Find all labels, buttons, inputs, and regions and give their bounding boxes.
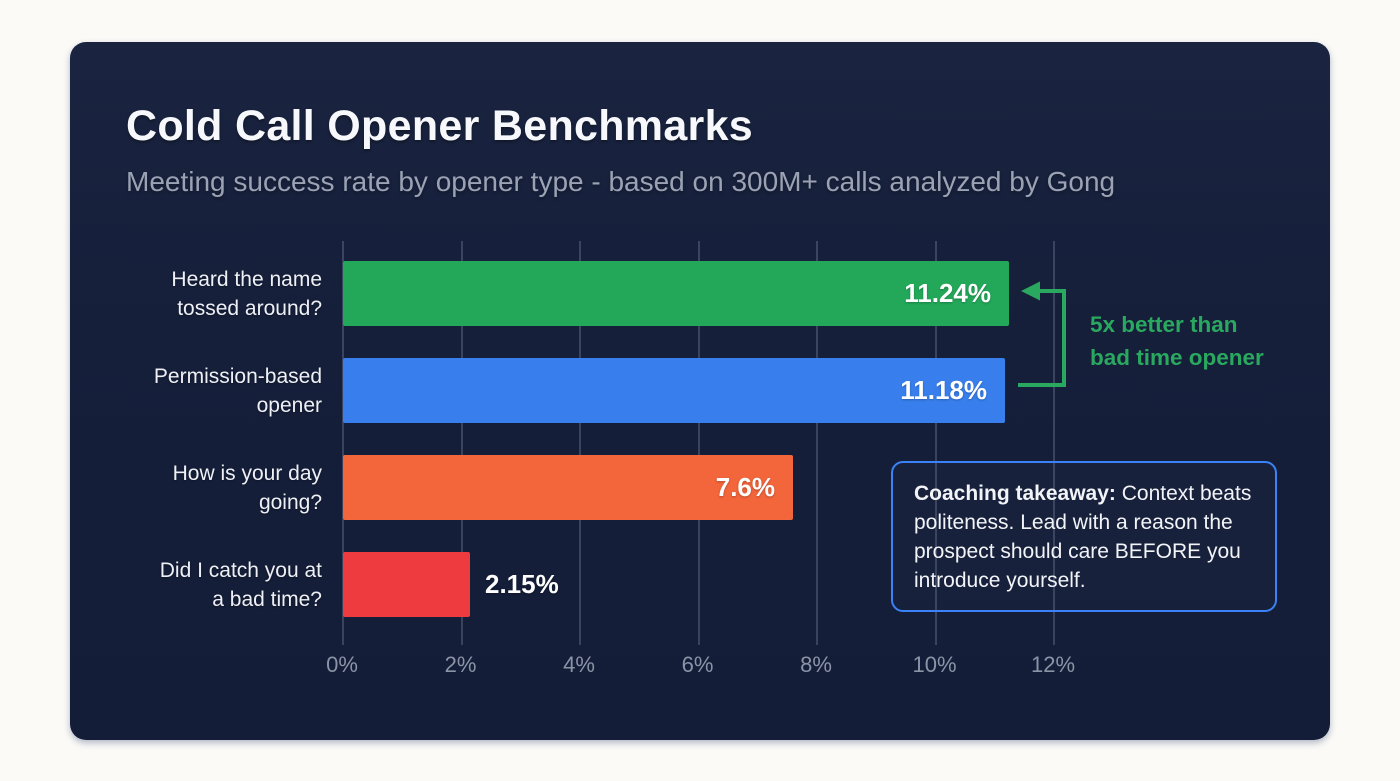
category-label: How is your day going? (110, 447, 322, 528)
gridline (816, 241, 818, 645)
category-label: Heard the name tossed around? (110, 253, 322, 334)
category-label-line: Did I catch you at (159, 558, 322, 582)
callout-text: Context beats politeness. Lead with a re… (914, 482, 1252, 592)
coaching-callout: Coaching takeaway: Context beats politen… (891, 461, 1277, 612)
bar-1: 11.24% (343, 261, 1009, 326)
gridline (697, 241, 700, 645)
comparison-annotation: 5x better than bad time opener (1090, 308, 1264, 374)
bar-4 (343, 552, 470, 617)
gridline (579, 241, 581, 645)
bar-3: 7.6% (343, 455, 793, 520)
gridline (460, 241, 463, 645)
value-label: 11.24% (904, 278, 991, 308)
gridline (342, 241, 344, 645)
chart-card: Cold Call Opener Benchmarks Meeting succ… (70, 42, 1330, 740)
x-axis-tick-label: 4% (563, 652, 595, 677)
chart-title: Cold Call Opener Benchmarks (126, 102, 754, 150)
x-axis-tick-label: 6% (681, 652, 714, 677)
x-axis-tick-label: 12% (1030, 652, 1076, 677)
plot-area: 0% 2% 4% 6% 8% 10% 12% 11.24% 11.18% 7.6% 2.15% (326, 241, 1132, 701)
category-label: Did I catch you at a bad time? (110, 544, 322, 625)
category-label-line: tossed around? (177, 296, 322, 320)
callout-bold-label: Coaching takeaway: (914, 482, 1116, 505)
gridline (934, 241, 937, 645)
category-label-line: opener (256, 393, 322, 417)
x-axis-tick-label: 8% (800, 652, 832, 677)
category-label-line: a bad time? (212, 587, 322, 611)
value-label: 11.18% (900, 375, 987, 405)
gridline (1053, 241, 1055, 645)
value-label: 7.6% (715, 472, 775, 502)
x-axis-tick-label: 10% (912, 652, 957, 677)
annotation-line-1: 5x better than (1090, 312, 1238, 337)
chart-subtitle: Meeting success rate by opener type - ba… (126, 166, 1116, 197)
bar-2: 11.18% (343, 358, 1005, 423)
category-label: Permission-based opener (110, 350, 322, 431)
annotation-line-2: bad time opener (1090, 345, 1264, 370)
x-axis-tick-label: 0% (326, 652, 358, 677)
category-label-line: going? (258, 490, 322, 514)
category-label-line: Permission-based (153, 364, 322, 388)
category-label-line: Heard the name (171, 267, 322, 291)
value-label: 2.15% (485, 569, 559, 599)
x-axis-tick-label: 2% (444, 652, 477, 677)
category-label-line: How is your day (172, 461, 322, 485)
